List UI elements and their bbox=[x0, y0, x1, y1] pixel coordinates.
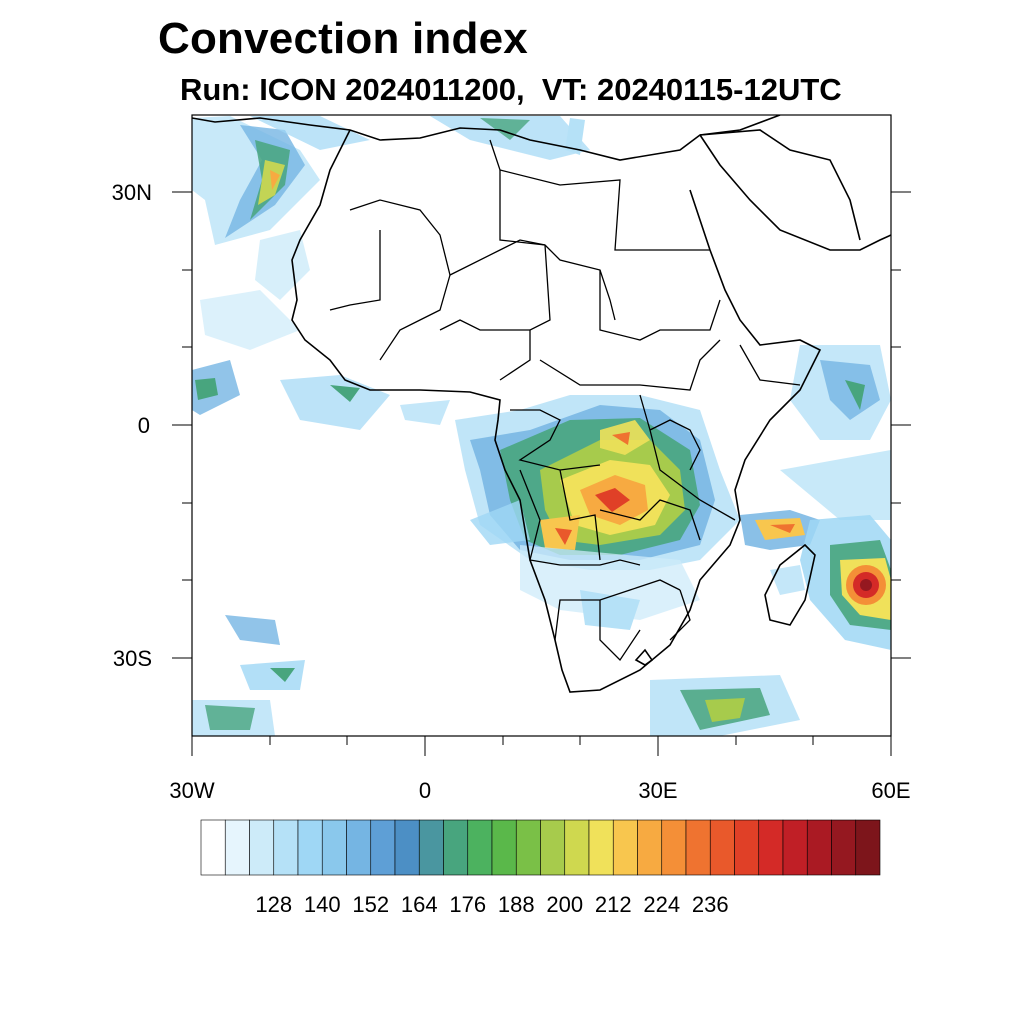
colorbar-swatch bbox=[806, 819, 832, 876]
colorbar-swatch bbox=[224, 819, 250, 876]
colorbar-swatch bbox=[394, 819, 420, 876]
colorbar-swatch bbox=[685, 819, 711, 876]
lon-label: 0 bbox=[419, 778, 431, 803]
axis-ticks bbox=[172, 191, 911, 756]
lon-label: 60E bbox=[871, 778, 910, 803]
lat-labels: 30N 0 30S bbox=[112, 180, 152, 671]
colorbar-label: 236 bbox=[692, 892, 729, 917]
lon-labels: 30W 0 30E 60E bbox=[169, 778, 910, 803]
colorbar-swatch bbox=[249, 819, 275, 876]
map-title: Convection index bbox=[158, 14, 528, 63]
colorbar-label: 152 bbox=[352, 892, 389, 917]
colorbar-label: 212 bbox=[595, 892, 632, 917]
lat-label: 0 bbox=[138, 413, 150, 438]
colorbar-swatch bbox=[588, 819, 614, 876]
lon-label: 30E bbox=[638, 778, 677, 803]
colorbar-label: 140 bbox=[304, 892, 341, 917]
colorbar-swatch bbox=[758, 819, 784, 876]
colorbar-swatch bbox=[782, 819, 808, 876]
lat-label: 30S bbox=[113, 646, 152, 671]
colorbar-swatch bbox=[734, 819, 760, 876]
colorbar-label: 164 bbox=[401, 892, 438, 917]
country-borders bbox=[329, 139, 801, 662]
colorbar-swatch bbox=[346, 819, 372, 876]
map-subtitle: Run: ICON 2024011200, VT: 20240115-12UTC bbox=[180, 72, 842, 107]
colorbar-swatch bbox=[273, 819, 299, 876]
colorbar: 128 140 152 164 176 188 200 212 224 236 bbox=[200, 819, 881, 917]
lat-label: 30N bbox=[112, 180, 152, 205]
colorbar-label: 188 bbox=[498, 892, 535, 917]
colorbar-swatch bbox=[637, 819, 663, 876]
colorbar-label: 176 bbox=[449, 892, 486, 917]
colorbar-swatch bbox=[515, 819, 541, 876]
colorbar-swatch bbox=[661, 819, 687, 876]
colorbar-swatch bbox=[540, 819, 566, 876]
colorbar-swatch bbox=[831, 819, 857, 876]
colorbar-swatch bbox=[200, 819, 226, 876]
convection-field bbox=[192, 116, 891, 736]
colorbar-label: 128 bbox=[255, 892, 292, 917]
colorbar-swatch bbox=[709, 819, 735, 876]
colorbar-swatch bbox=[491, 819, 517, 876]
colorbar-swatch bbox=[370, 819, 396, 876]
lon-label: 30W bbox=[169, 778, 214, 803]
colorbar-swatch bbox=[855, 819, 881, 876]
colorbar-swatch bbox=[467, 819, 493, 876]
colorbar-swatch bbox=[443, 819, 469, 876]
colorbar-swatch bbox=[612, 819, 638, 876]
colorbar-label: 200 bbox=[546, 892, 583, 917]
colorbar-swatch bbox=[418, 819, 444, 876]
colorbar-label: 224 bbox=[643, 892, 680, 917]
colorbar-swatch bbox=[297, 819, 323, 876]
colorbar-swatch bbox=[321, 819, 347, 876]
colorbar-swatch bbox=[564, 819, 590, 876]
